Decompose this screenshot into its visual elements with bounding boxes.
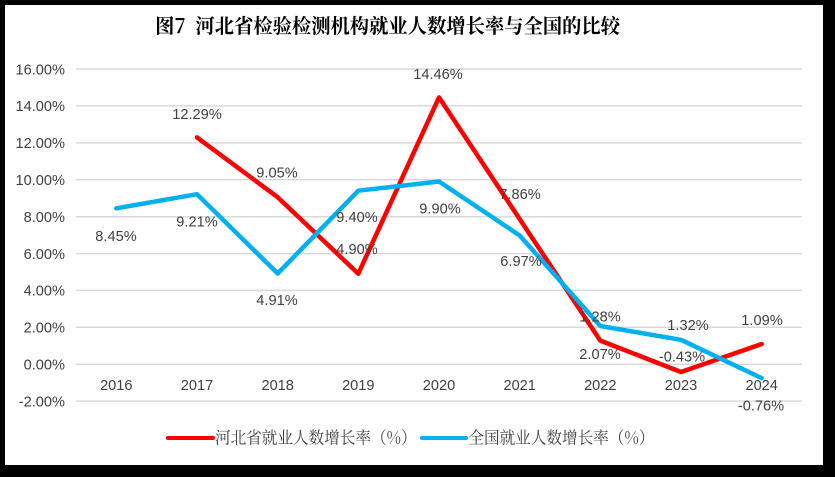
- svg-text:6.00%: 6.00%: [24, 247, 65, 263]
- svg-text:2019: 2019: [342, 378, 374, 394]
- svg-text:9.21%: 9.21%: [176, 215, 217, 231]
- svg-text:9.40%: 9.40%: [336, 210, 377, 226]
- svg-text:14.46%: 14.46%: [413, 67, 463, 83]
- svg-text:4.91%: 4.91%: [256, 293, 297, 309]
- svg-text:1.09%: 1.09%: [741, 313, 782, 329]
- svg-text:-2.00%: -2.00%: [19, 394, 65, 410]
- svg-text:2.00%: 2.00%: [24, 321, 65, 337]
- svg-text:2018: 2018: [261, 378, 293, 394]
- svg-text:7.86%: 7.86%: [499, 187, 540, 203]
- svg-text:2.07%: 2.07%: [579, 347, 620, 363]
- svg-text:14.00%: 14.00%: [16, 99, 66, 115]
- svg-text:2024: 2024: [745, 378, 777, 394]
- svg-text:16.00%: 16.00%: [16, 62, 66, 78]
- svg-text:12.00%: 12.00%: [16, 136, 66, 152]
- svg-text:8.00%: 8.00%: [24, 210, 65, 226]
- svg-text:2022: 2022: [584, 378, 616, 394]
- svg-text:-0.43%: -0.43%: [659, 350, 705, 366]
- svg-text:-0.76%: -0.76%: [738, 399, 784, 415]
- svg-text:2021: 2021: [503, 378, 535, 394]
- svg-text:1.28%: 1.28%: [579, 310, 620, 326]
- svg-text:8.45%: 8.45%: [95, 229, 136, 245]
- svg-text:4.00%: 4.00%: [24, 284, 65, 300]
- svg-text:9.90%: 9.90%: [419, 202, 460, 218]
- svg-text:2020: 2020: [423, 378, 455, 394]
- svg-text:12.29%: 12.29%: [172, 107, 222, 123]
- svg-text:2016: 2016: [100, 378, 132, 394]
- svg-text:0.00%: 0.00%: [24, 358, 65, 374]
- svg-text:9.05%: 9.05%: [256, 166, 297, 182]
- svg-text:6.97%: 6.97%: [500, 254, 541, 270]
- svg-text:10.00%: 10.00%: [16, 173, 66, 189]
- svg-text:2023: 2023: [665, 378, 697, 394]
- svg-text:1.32%: 1.32%: [667, 318, 708, 334]
- svg-text:4.90%: 4.90%: [336, 242, 377, 258]
- svg-text:2017: 2017: [181, 378, 213, 394]
